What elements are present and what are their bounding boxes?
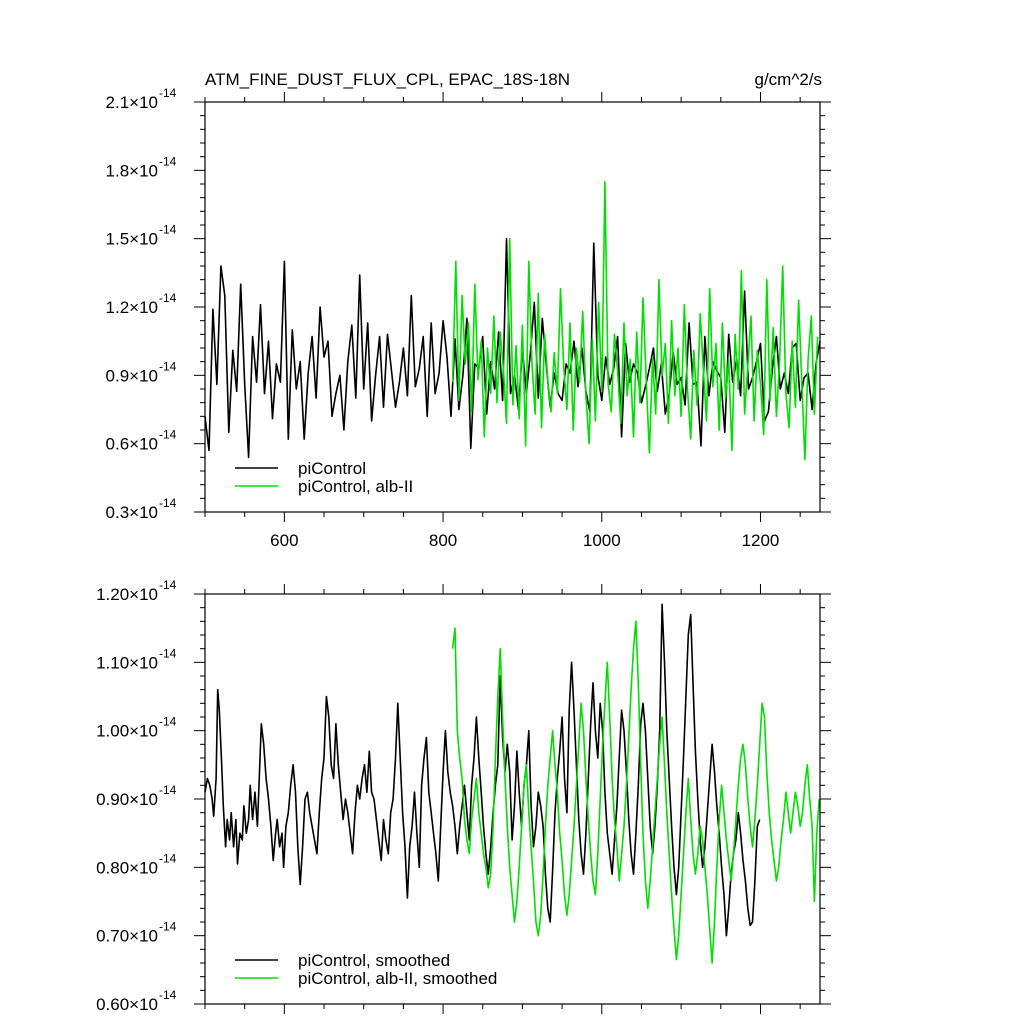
series-line-bottom-1 bbox=[204, 603, 761, 937]
y-tick-exponent: -14 bbox=[159, 86, 177, 100]
y-tick-exponent: -14 bbox=[159, 428, 177, 442]
y-tick-label: 0.60×10 bbox=[96, 995, 158, 1014]
y-tick-exponent: -14 bbox=[159, 783, 177, 797]
legend-label-2: piControl, alb-II, smoothed bbox=[298, 969, 497, 988]
bottom-plot-frame bbox=[204, 593, 821, 1005]
x-tick-label: 1000 bbox=[583, 531, 621, 550]
y-tick-label: 0.9×10 bbox=[106, 366, 158, 385]
y-tick-label: 0.70×10 bbox=[96, 927, 158, 946]
y-tick-label: 1.20×10 bbox=[96, 585, 158, 604]
y-tick-label: 1.00×10 bbox=[96, 722, 158, 741]
top-plot-frame bbox=[204, 101, 821, 513]
y-tick-exponent: -14 bbox=[159, 920, 177, 934]
legend-label-1: piControl bbox=[298, 459, 366, 478]
y-tick-exponent: -14 bbox=[159, 988, 177, 1002]
top-panel: ATM_FINE_DUST_FLUX_CPL, EPAC_18S-18N g/c… bbox=[106, 70, 831, 550]
y-tick-label: 2.1×10 bbox=[106, 93, 158, 112]
y-tick-exponent: -14 bbox=[159, 578, 177, 592]
y-tick-exponent: -14 bbox=[159, 496, 177, 510]
y-tick-exponent: -14 bbox=[159, 359, 177, 373]
legend-label-2: piControl, alb-II bbox=[298, 477, 413, 496]
y-tick-exponent: -14 bbox=[159, 223, 177, 237]
bottom-series-group bbox=[204, 603, 820, 964]
legend-label-1: piControl, smoothed bbox=[298, 951, 450, 970]
bottom-panel: 0.60×10 -140.70×10 -140.80×10 -140.90×10 -14… bbox=[96, 578, 831, 1014]
y-tick-exponent: -14 bbox=[159, 291, 177, 305]
y-tick-exponent: -14 bbox=[159, 715, 177, 729]
x-tick-label: 1200 bbox=[742, 531, 780, 550]
y-tick-label: 1.8×10 bbox=[106, 161, 158, 180]
series-line-bottom-2 bbox=[451, 620, 820, 964]
series-line-top-2 bbox=[451, 180, 819, 461]
bottom-ticks-group: 0.60×10 -140.70×10 -140.80×10 -140.90×10 -14… bbox=[96, 578, 831, 1014]
y-tick-label: 1.2×10 bbox=[106, 298, 158, 317]
y-tick-exponent: -14 bbox=[159, 851, 177, 865]
x-tick-label: 800 bbox=[429, 531, 457, 550]
chart-title: ATM_FINE_DUST_FLUX_CPL, EPAC_18S-18N bbox=[205, 70, 570, 89]
y-tick-label: 1.10×10 bbox=[96, 653, 158, 672]
y-tick-exponent: -14 bbox=[159, 154, 177, 168]
y-tick-label: 0.80×10 bbox=[96, 858, 158, 877]
y-tick-label: 0.3×10 bbox=[106, 503, 158, 522]
x-tick-label: 600 bbox=[270, 531, 298, 550]
y-tick-label: 0.6×10 bbox=[106, 435, 158, 454]
units-label: g/cm^2/s bbox=[755, 70, 823, 89]
y-tick-exponent: -14 bbox=[159, 646, 177, 660]
y-tick-label: 0.90×10 bbox=[96, 790, 158, 809]
y-tick-label: 1.5×10 bbox=[106, 230, 158, 249]
top-series-group bbox=[204, 180, 821, 461]
